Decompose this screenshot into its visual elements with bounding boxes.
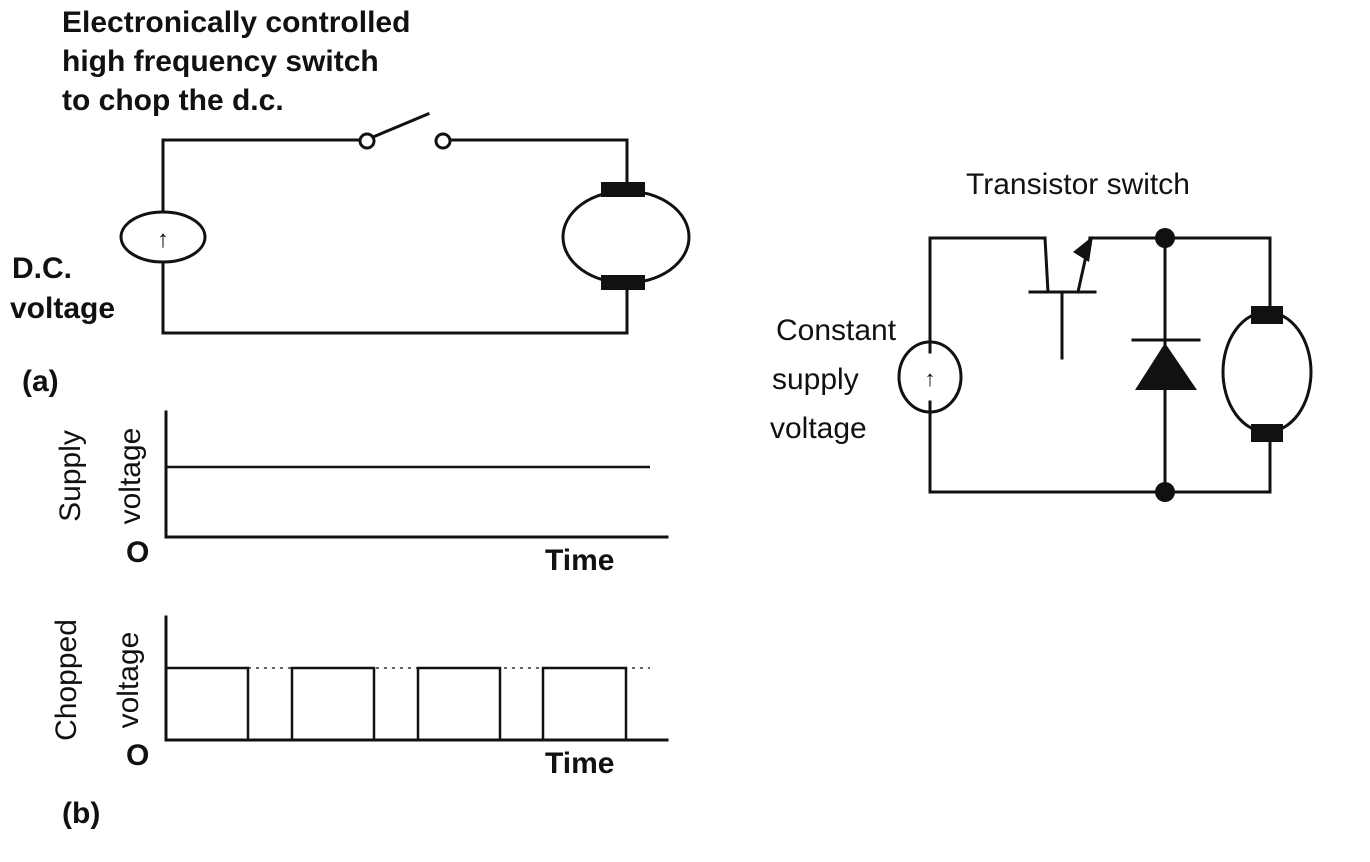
chopped-voltage-plot: Chopped voltage O Time (b) (50, 615, 669, 830)
top-left-wire (161, 138, 362, 214)
svg-text:↑: ↑ (157, 226, 169, 253)
supply-voltage-plot: Supply voltage O Time (54, 410, 669, 577)
constant-supply-source-symbol: ↑ (897, 340, 963, 414)
freewheel-diode-symbol (1131, 236, 1201, 494)
dc-source-symbol: ↑ (119, 210, 207, 264)
constant-supply-label-line-3: voltage (770, 412, 867, 445)
junction-node-top (1155, 228, 1175, 248)
right-top-wire (1088, 236, 1272, 312)
transistor-switch-title: Transistor switch (966, 168, 1190, 201)
motor-symbol (1221, 306, 1313, 442)
chopped-ylabel-line-2: voltage (112, 632, 145, 729)
svg-text:↑: ↑ (925, 366, 936, 391)
dc-voltage-label-line-2: voltage (10, 292, 115, 325)
chopped-xlabel: Time (545, 747, 614, 780)
bottom-return-wire (928, 400, 1272, 494)
junction-node-bottom (1155, 482, 1175, 502)
left-top-wire (928, 236, 1047, 354)
supply-origin-label: O (126, 536, 149, 569)
chopped-pulse-1 (166, 666, 250, 740)
panel-a-circuit: Electronically controlled high frequency… (10, 6, 691, 398)
transistor-switch-circuit: Transistor switch ↑ Constant supply volt (770, 168, 1313, 502)
chopped-origin-label: O (126, 739, 149, 772)
chopped-ylabel-line-1: Chopped (50, 619, 83, 741)
constant-supply-label-line-1: Constant (776, 314, 897, 347)
dc-voltage-label-line-1: D.C. (12, 252, 72, 285)
supply-ylabel-line-2: voltage (114, 428, 147, 525)
switch-caption-line-1: Electronically controlled (62, 6, 410, 39)
chopped-pulse-2 (290, 666, 376, 740)
panel-a-label: (a) (22, 365, 59, 398)
supply-xlabel: Time (545, 544, 614, 577)
transistor-symbol (1028, 236, 1097, 360)
chopped-pulse-4 (541, 666, 628, 740)
bottom-wire (161, 260, 629, 335)
constant-supply-label-line-2: supply (772, 363, 859, 396)
top-right-wire (448, 138, 629, 188)
chopper-switch (358, 112, 452, 150)
switch-caption-line-3: to chop the d.c. (62, 84, 284, 117)
switch-caption-line-2: high frequency switch (62, 45, 379, 78)
supply-ylabel-line-1: Supply (54, 430, 87, 522)
panel-b-label: (b) (62, 797, 100, 830)
chopped-pulse-3 (416, 666, 502, 740)
dc-motor-symbol (561, 182, 691, 290)
